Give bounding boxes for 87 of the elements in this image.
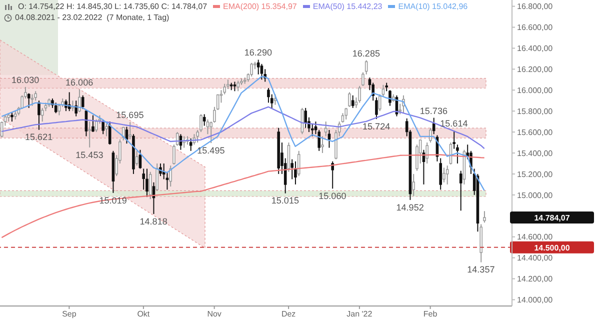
chart-title: O: 14.754,22 H: 14.845,30 L: 14.735,60 C: 14.784,07	[18, 2, 208, 11]
candlestick	[54, 102, 58, 114]
candlestick	[10, 112, 14, 122]
x-tick-label: Okt	[137, 310, 150, 319]
candlestick	[412, 173, 415, 196]
candlestick	[260, 63, 264, 80]
candlestick	[146, 168, 148, 198]
y-tick-label: 14.000,00	[517, 296, 554, 305]
candlestick	[102, 118, 104, 135]
legend-label: EMA(200) 15.354,97	[223, 2, 297, 11]
candlestick	[483, 210, 486, 224]
y-tick-label: 16.200,00	[517, 65, 554, 74]
candlestick	[446, 165, 449, 185]
x-tick-label: Sep	[62, 310, 77, 319]
annotation: 14.818	[140, 216, 168, 226]
candlestick	[189, 138, 192, 152]
candlestick	[92, 114, 94, 133]
candlestick	[233, 81, 236, 92]
annotation: 14.952	[396, 202, 424, 212]
candlestick	[138, 149, 142, 170]
candlestick	[38, 100, 40, 130]
candlestick	[344, 107, 348, 120]
annotation: 15.621	[25, 132, 53, 142]
annotation: 15.453	[76, 150, 104, 160]
candlestick	[236, 80, 240, 92]
ref-line-label: 14.500,00	[534, 243, 570, 252]
annotation: 15.495	[197, 145, 225, 156]
candlestick	[442, 167, 446, 183]
x-tick-label: Feb	[423, 310, 438, 319]
candlestick	[382, 84, 385, 97]
candlestick	[351, 94, 354, 108]
candlestick	[135, 150, 138, 166]
candlestick	[429, 127, 432, 144]
y-tick-label: 16.000,00	[517, 86, 554, 95]
y-tick-label: 15.600,00	[517, 128, 554, 137]
candlestick	[287, 142, 290, 172]
y-tick-label: 16.400,00	[517, 44, 554, 54]
candlestick	[169, 165, 172, 188]
candlestick	[331, 160, 334, 190]
x-tick-label: Dez	[281, 310, 296, 319]
x-tick-label: Jan '22	[346, 310, 373, 319]
y-tick-label: 14.400,00	[517, 254, 554, 263]
candlestick	[459, 170, 462, 212]
candlestick	[388, 90, 392, 106]
text: 04.08.2021 - 23.02.2022 (7 Monate, 1 Tag)	[15, 13, 170, 22]
candlestick	[202, 114, 206, 126]
candlestick	[128, 122, 132, 140]
candlestick	[452, 130, 456, 150]
y-tick-label: 16.600,00	[517, 23, 554, 32]
candlestick	[348, 92, 351, 108]
candlestick	[78, 88, 81, 113]
annotation: 16.285	[352, 48, 380, 58]
candlestick	[328, 129, 331, 148]
annotation: 15.736	[420, 106, 448, 116]
y-tick-label: 15.800,00	[517, 106, 554, 116]
legend-label: EMA(10) 15.042,96	[398, 2, 468, 11]
candlestick	[304, 107, 307, 128]
y-tick-label: 14.200,00	[517, 274, 554, 284]
annotation: 16.030	[12, 74, 40, 85]
candlestick	[426, 142, 428, 164]
y-tick-label: 14.600,00	[517, 232, 554, 242]
y-tick-label: 15.000,00	[517, 190, 554, 200]
candlestick	[88, 121, 91, 148]
line-series	[1, 76, 485, 192]
candlestick	[321, 136, 324, 154]
legend-label: EMA(50) 15.442,23	[312, 2, 382, 11]
annotation: 16.006	[66, 77, 94, 88]
annotation: 15.724	[362, 121, 390, 132]
candlestick	[27, 92, 30, 108]
annotation: 15.060	[318, 191, 346, 202]
annotation: 14.357	[467, 264, 495, 275]
y-tick-label: 15.200,00	[517, 170, 554, 179]
text: 14.784,07	[534, 214, 570, 223]
annotation: 15.614	[440, 118, 468, 129]
candlestick	[324, 121, 328, 137]
annotation: 16.290	[244, 48, 272, 58]
x-tick-label: Nov	[207, 310, 222, 319]
candlestick	[439, 158, 442, 190]
annotation: 15.015	[271, 196, 299, 206]
candlestick	[156, 162, 158, 192]
y-tick-label: 15.400,00	[517, 148, 554, 158]
candlestick	[105, 123, 108, 137]
candlestick	[81, 94, 84, 110]
y-tick-label: 16.800,00	[517, 2, 554, 12]
candlestick	[74, 100, 78, 117]
candlestick	[294, 160, 297, 185]
annotation: 15.695	[116, 110, 144, 120]
